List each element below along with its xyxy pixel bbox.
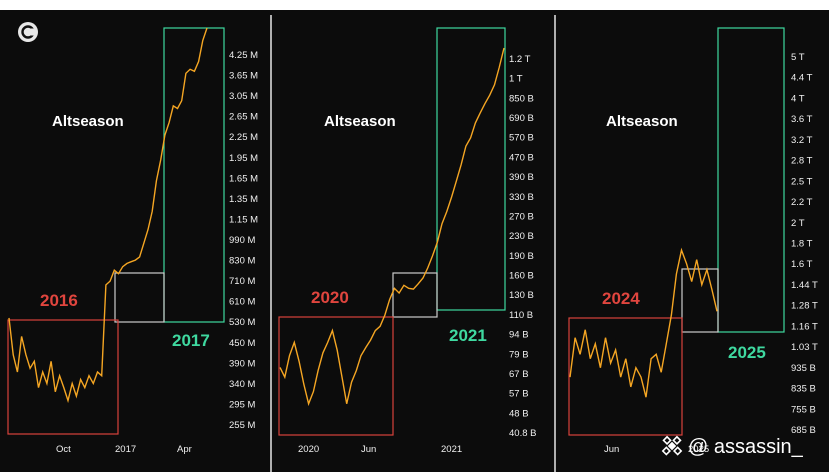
y-axis: 1.2 T 1 T 850 B 690 B 570 B 470 B 390 B 330 B 27…	[509, 54, 536, 439]
y-tick-label: 1.44 T	[791, 280, 818, 291]
y-tick-label: 94 B	[509, 330, 529, 341]
series-line	[8, 27, 208, 404]
green-box	[163, 27, 225, 323]
y-tick-label: 1.65 M	[229, 173, 258, 184]
white-box	[392, 272, 438, 318]
y-tick-label: 2.2 T	[791, 197, 813, 208]
white-box	[681, 268, 719, 333]
y-tick-label: 2.25 M	[229, 132, 258, 143]
altseason-charts: Altseason 2016 2017 Oct 2017 Apr 4.25 M 3…	[7, 15, 818, 472]
red-box	[568, 317, 683, 436]
y-tick-label: 990 M	[229, 235, 255, 246]
year-label-start: 2024	[602, 289, 640, 308]
logo	[18, 22, 38, 42]
y-tick-label: 230 B	[509, 231, 534, 242]
y-tick-label: 755 B	[791, 404, 816, 415]
x-tick: 2020	[298, 444, 319, 455]
y-tick-label: 57 B	[509, 389, 529, 400]
y-tick-label: 390 B	[509, 172, 534, 183]
y-tick-label: 1.16 T	[791, 321, 818, 332]
green-box	[717, 27, 785, 333]
y-tick-label: 570 B	[509, 133, 534, 144]
year-label-start: 2020	[311, 288, 349, 307]
panel-label: Altseason	[606, 113, 678, 130]
y-tick-label: 3.65 M	[229, 71, 258, 82]
green-box	[436, 27, 506, 311]
series-line	[569, 247, 718, 398]
y-tick-label: 1.28 T	[791, 301, 818, 312]
y-tick-label: 390 M	[229, 358, 255, 369]
x-tick: Jun	[361, 444, 376, 455]
y-tick-label: 470 B	[509, 152, 534, 163]
y-tick-label: 79 B	[509, 349, 529, 360]
y-tick-label: 3.2 T	[791, 135, 813, 146]
watermark-text: @ assassin_	[688, 436, 804, 458]
y-tick-label: 1.2 T	[509, 54, 531, 65]
x-tick: 2025	[688, 444, 709, 455]
y-tick-label: 3.6 T	[791, 114, 813, 125]
y-tick-label: 48 B	[509, 408, 529, 419]
y-tick-label: 610 M	[229, 297, 255, 308]
series-line	[279, 47, 505, 407]
panel-label: Altseason	[324, 113, 396, 130]
y-tick-label: 330 B	[509, 192, 534, 203]
y-tick-label: 835 B	[791, 384, 816, 395]
panel-2024-2025: Altseason 2024 2025 Jun 2025 5 T 4.4 T 4 T…	[568, 27, 818, 455]
y-tick-label: 295 M	[229, 399, 255, 410]
y-tick-label: 935 B	[791, 363, 816, 374]
y-tick-label: 2.8 T	[791, 156, 813, 167]
panel-2020-2021: Altseason 2020 2021 2020 Jun 2021 1.2 T1…	[278, 27, 536, 455]
y-tick-label: 710 M	[229, 276, 255, 287]
binance-diamond-icon	[661, 435, 683, 456]
y-tick-label: 450 M	[229, 338, 255, 349]
white-box	[114, 272, 165, 323]
y-tick-label: 830 M	[229, 256, 255, 267]
y-tick-label: 130 B	[509, 290, 534, 301]
watermark: @ assassin_	[661, 435, 804, 458]
y-tick-label: 40.8 B	[509, 428, 536, 439]
y-tick-label: 5 T	[791, 52, 805, 63]
y-tick-label: 1.03 T	[791, 342, 818, 353]
y-tick-label: 4 T	[791, 93, 805, 104]
y-tick-label: 4.4 T	[791, 73, 813, 84]
x-tick: 2017	[115, 444, 136, 455]
chart-canvas: Altseason 2016 2017 Oct 2017 Apr 4.25 M 3…	[0, 10, 829, 472]
y-tick-label: 2.65 M	[229, 112, 258, 123]
year-label-end: 2021	[449, 326, 487, 345]
year-label-start: 2016	[40, 291, 78, 310]
y-tick-label: 160 B	[509, 271, 534, 282]
y-tick-label: 685 B	[791, 425, 816, 436]
y-tick-label: 255 M	[229, 420, 255, 431]
x-tick: 2021	[441, 444, 462, 455]
y-axis: 4.25 M 3.65 M 3.05 M 2.65 M 2.25 M 1.95 M 1.65…	[229, 50, 258, 431]
panel-label: Altseason	[52, 113, 124, 130]
year-label-end: 2025	[728, 343, 766, 362]
y-tick-label: 110 B	[509, 310, 533, 321]
y-tick-label: 2.5 T	[791, 176, 813, 187]
y-tick-label: 3.05 M	[229, 91, 258, 102]
panel-2016-2017: Altseason 2016 2017 Oct 2017 Apr 4.25 M 3…	[7, 27, 258, 455]
y-tick-label: 1.35 M	[229, 194, 258, 205]
x-tick: Apr	[177, 444, 192, 455]
x-tick: Oct	[56, 444, 71, 455]
y-tick-label: 190 B	[509, 251, 534, 262]
y-tick-label: 340 M	[229, 379, 255, 390]
y-tick-label: 850 B	[509, 93, 534, 104]
y-axis: 5 T 4.4 T 4 T 3.6 T 3.2 T 2.8 T 2.5 T 2.2 T 2 T 1…	[791, 52, 818, 436]
y-tick-label: 1.6 T	[791, 259, 813, 270]
y-tick-label: 270 B	[509, 211, 534, 222]
y-tick-label: 1.15 M	[229, 214, 258, 225]
y-tick-label: 1.95 M	[229, 153, 258, 164]
y-tick-label: 4.25 M	[229, 50, 258, 61]
y-tick-label: 67 B	[509, 369, 529, 380]
x-tick: Jun	[604, 444, 619, 455]
red-box	[7, 319, 119, 435]
red-box	[278, 316, 394, 436]
y-tick-label: 690 B	[509, 113, 534, 124]
y-tick-label: 530 M	[229, 317, 255, 328]
y-tick-label: 1.8 T	[791, 239, 813, 250]
y-tick-label: 2 T	[791, 218, 805, 229]
y-tick-label: 1 T	[509, 74, 523, 85]
year-label-end: 2017	[172, 331, 210, 350]
